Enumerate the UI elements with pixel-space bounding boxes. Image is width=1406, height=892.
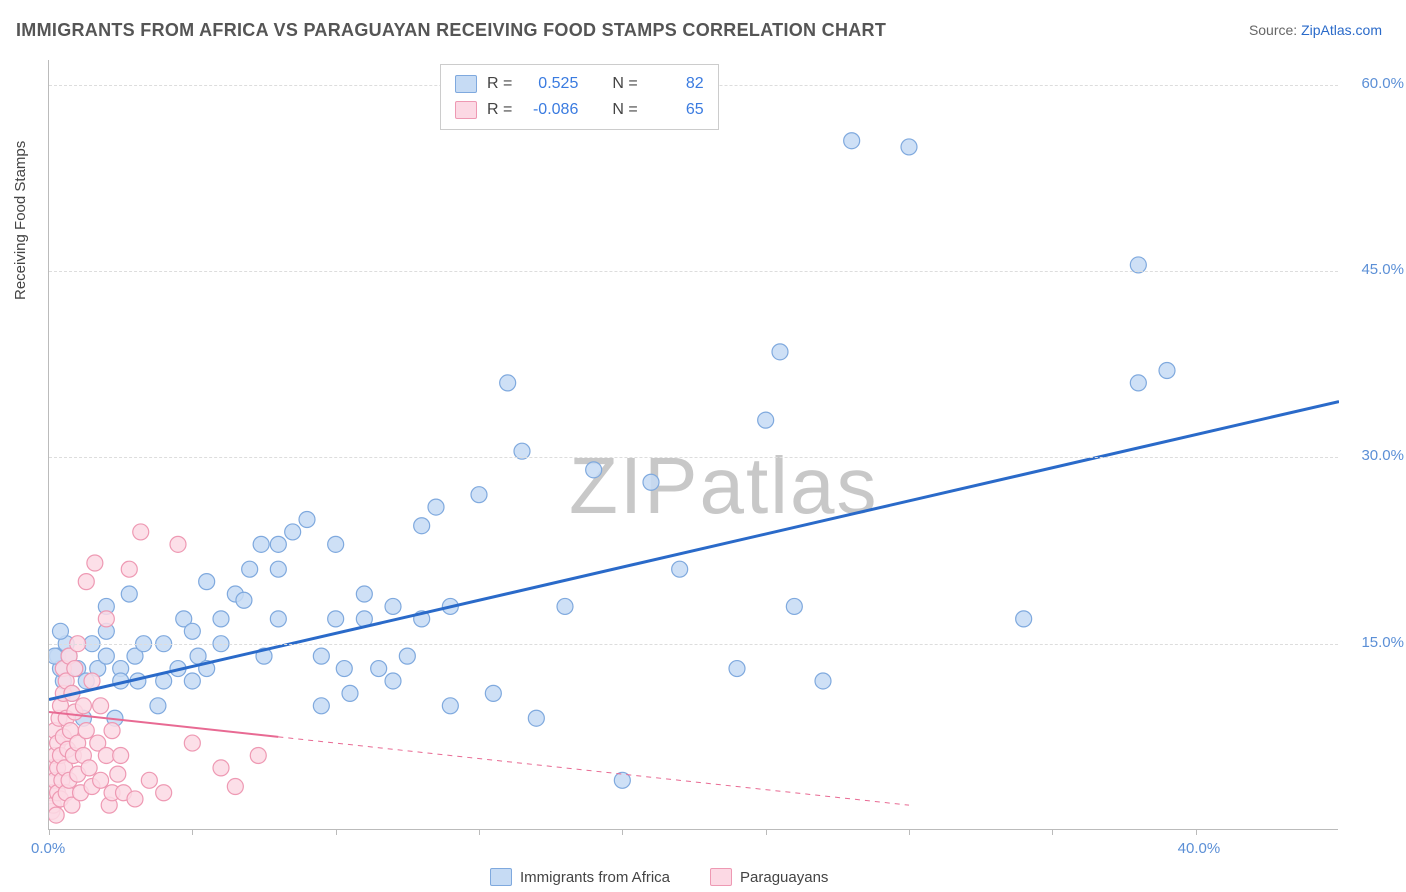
- source-link[interactable]: ZipAtlas.com: [1301, 22, 1382, 38]
- stats-row-2: R = -0.086 N = 65: [455, 97, 704, 123]
- legend-label-1: Immigrants from Africa: [520, 869, 670, 886]
- stats-r-value-2: -0.086: [522, 97, 578, 123]
- chart-svg: [49, 60, 1339, 830]
- stats-box: R = 0.525 N = 82 R = -0.086 N = 65: [440, 64, 719, 130]
- stats-n-value-2: 65: [648, 97, 704, 123]
- stats-n-value-1: 82: [648, 71, 704, 97]
- source-label: Source:: [1249, 22, 1301, 38]
- y-axis-label: Receiving Food Stamps: [12, 141, 29, 300]
- chart-title: IMMIGRANTS FROM AFRICA VS PARAGUAYAN REC…: [16, 20, 886, 41]
- stats-n-label-2: N =: [612, 97, 637, 123]
- stats-r-label-2: R =: [487, 97, 512, 123]
- legend-swatch-2: [710, 868, 732, 886]
- bottom-legend: Immigrants from Africa Paraguayans: [490, 868, 828, 886]
- stats-r-value-1: 0.525: [522, 71, 578, 97]
- stats-swatch-1: [455, 75, 477, 93]
- stats-row-1: R = 0.525 N = 82: [455, 71, 704, 97]
- stats-n-label-1: N =: [612, 71, 637, 97]
- stats-r-label-1: R =: [487, 71, 512, 97]
- source-attribution: Source: ZipAtlas.com: [1249, 22, 1382, 38]
- legend-item-1: Immigrants from Africa: [490, 868, 670, 886]
- plot-area: ZIPatlas 15.0%30.0%45.0%60.0%0.0%40.0%: [48, 60, 1338, 830]
- stats-swatch-2: [455, 101, 477, 119]
- legend-item-2: Paraguayans: [710, 868, 828, 886]
- legend-label-2: Paraguayans: [740, 869, 828, 886]
- legend-swatch-1: [490, 868, 512, 886]
